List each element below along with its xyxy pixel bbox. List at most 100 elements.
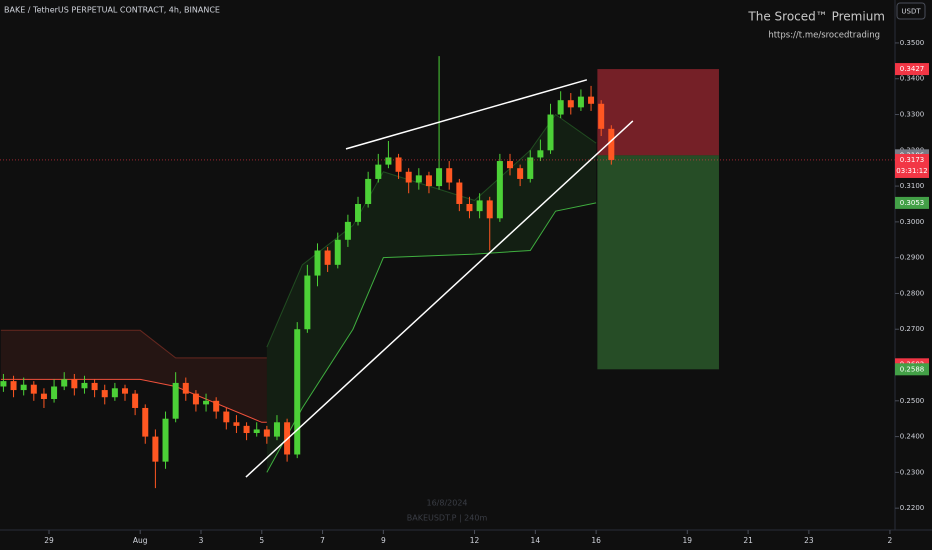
- candle-body: [517, 168, 524, 179]
- candle-body: [162, 418, 169, 462]
- y-tick-label: 0.3400: [900, 75, 925, 83]
- candle-body: [51, 386, 58, 400]
- candle-body: [223, 411, 230, 423]
- candle-body: [10, 381, 17, 391]
- y-tick-label: 0.2900: [900, 254, 925, 262]
- x-tick-label: 3: [199, 536, 204, 545]
- price-tag-label: 0.3427: [900, 65, 925, 73]
- candle-body: [20, 384, 27, 391]
- candle-body: [203, 400, 210, 405]
- candle-body: [314, 250, 321, 276]
- price-tag-label: 0.3173: [900, 156, 925, 164]
- candle-body: [30, 384, 37, 394]
- candle-body: [132, 393, 139, 408]
- candle-body: [385, 157, 392, 165]
- x-tick-label: 9: [381, 536, 386, 545]
- candle-body: [0, 381, 7, 387]
- candle-body: [213, 400, 220, 412]
- currency-button[interactable]: [896, 2, 926, 20]
- candle-body: [233, 422, 240, 426]
- candle-body: [375, 164, 382, 179]
- link: https://t.me/srocedtrading: [768, 31, 880, 41]
- y-tick-label: 0.2700: [900, 325, 925, 333]
- cloud-upper: [0, 329, 267, 359]
- x-tick-label: 14: [531, 536, 541, 545]
- candle-body: [182, 382, 189, 394]
- x-tick-label: 5: [259, 536, 264, 545]
- candle-body: [365, 178, 372, 204]
- candle-body: [537, 150, 544, 158]
- candle-body: [91, 382, 98, 391]
- candle-body: [496, 161, 503, 219]
- candle-body: [61, 379, 68, 387]
- candle-body: [111, 388, 118, 398]
- y-tick-label: 0.2400: [900, 433, 925, 441]
- y-tick-label: 0.3300: [900, 111, 925, 119]
- candle-body: [172, 382, 179, 419]
- candle-body: [527, 157, 534, 179]
- watermark-date: 16/8/2024: [426, 499, 467, 508]
- trendline: [245, 120, 634, 478]
- stop-zone: [597, 69, 719, 156]
- candle-body: [253, 429, 260, 434]
- chart-title: BAKE / TetherUS PERPETUAL CONTRACT, 4h, …: [4, 6, 220, 15]
- candle-body: [101, 390, 108, 398]
- candle-body: [486, 200, 493, 219]
- x-tick-label: Aug: [133, 536, 148, 545]
- cloud-fill: [266, 114, 597, 473]
- candle-body: [405, 171, 412, 183]
- candle-body: [588, 96, 595, 104]
- y-tick-label: 0.3500: [900, 39, 925, 47]
- candle-body: [344, 221, 351, 240]
- candle-body: [40, 393, 47, 400]
- y-tick-label: 0.3000: [900, 218, 925, 226]
- price-tag-label: 0.3053: [900, 199, 925, 207]
- candle-body: [294, 329, 301, 455]
- price-tag-label: 0.2588: [900, 365, 925, 373]
- price-tag: [895, 196, 929, 209]
- candle-body: [395, 157, 402, 172]
- x-tick-label: 2: [888, 536, 893, 545]
- y-tick-label: 0.2200: [900, 504, 925, 512]
- price-tag: [895, 153, 929, 178]
- candle-body: [446, 168, 453, 183]
- y-tick-label: 0.2500: [900, 397, 925, 405]
- candle-body: [304, 275, 311, 330]
- candle-body: [598, 103, 605, 129]
- y-tick-label: 0.2800: [900, 289, 925, 297]
- candle-body: [71, 379, 78, 389]
- x-tick-label: 16: [591, 536, 601, 545]
- cloud-lower: [266, 202, 597, 473]
- price-tag: [895, 63, 929, 76]
- candle-body: [476, 200, 483, 212]
- brand: The Sroced™ Premium: [747, 10, 885, 24]
- candle-body: [506, 161, 513, 169]
- candle-body: [557, 100, 564, 115]
- candle-body: [243, 425, 250, 434]
- candle-body: [466, 203, 473, 212]
- price-tag-timer: 03:31:12: [896, 167, 927, 175]
- candle-body: [81, 382, 88, 389]
- candle-body: [273, 422, 280, 437]
- candle-body: [121, 388, 128, 394]
- candle-body: [324, 250, 331, 265]
- x-tick-label: 12: [470, 536, 480, 545]
- x-tick-label: 7: [320, 536, 325, 545]
- x-tick-label: 23: [804, 536, 814, 545]
- y-tick-label: 0.3100: [900, 182, 925, 190]
- candle-body: [425, 175, 432, 187]
- candle-body: [334, 239, 341, 265]
- target-zone: [597, 155, 719, 370]
- candle-body: [577, 96, 584, 108]
- candle-body: [142, 407, 149, 437]
- x-tick-label: 19: [683, 536, 693, 545]
- x-tick-label: 21: [743, 536, 753, 545]
- x-tick-label: 29: [44, 536, 54, 545]
- trendline: [345, 79, 588, 150]
- currency[interactable]: USDT: [901, 8, 921, 16]
- price-tag: [895, 363, 929, 376]
- candle-body: [436, 168, 443, 187]
- candle-body: [608, 128, 615, 160]
